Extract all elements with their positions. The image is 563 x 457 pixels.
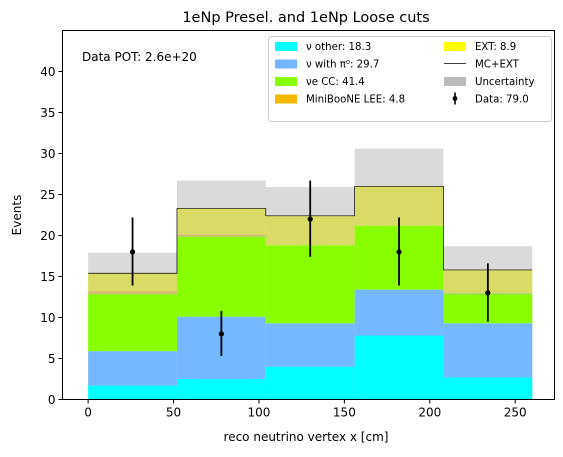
y-axis-label: Events — [10, 195, 24, 236]
stack-bar-2-1 — [176, 236, 266, 317]
x-axis-label: reco neutrino vertex x [cm] — [224, 430, 389, 444]
data-point-1 — [218, 331, 224, 337]
x-axis: 0 50 100 150 200 250 — [84, 399, 527, 420]
legend: ν other: 18.3 ν with π⁰: 29.7 νe CC: 41.4 M… — [268, 36, 552, 122]
stack-bar-1-3 — [354, 289, 444, 336]
stack-bar-2-0 — [88, 293, 177, 352]
stack-bar-0-2 — [265, 366, 355, 400]
pot-annotation: Data POT: 2.6e+20 — [82, 50, 197, 64]
axes-frame — [62, 30, 555, 400]
y-tick-label-6: 30 — [40, 147, 55, 161]
stack-bar-0-0 — [88, 385, 177, 400]
legend-swatch-left-0 — [275, 42, 297, 51]
legend-label-right-0: EXT: 8.9 — [475, 42, 516, 53]
legend-swatch-right-2 — [444, 77, 466, 86]
y-tick-label-3: 15 — [40, 270, 55, 284]
legend-label-right-2: Uncertainty — [475, 77, 535, 88]
stack-bar-2-2 — [265, 245, 355, 324]
y-axis: 0 5 10 15 20 25 30 35 40 — [40, 65, 63, 407]
stack-bar-1-4 — [443, 323, 533, 378]
chart-title: 1eNp Presel. and 1eNp Loose cuts — [182, 10, 429, 26]
stack-bar-0-1 — [176, 379, 266, 400]
legend-swatch-left-2 — [275, 77, 297, 86]
legend-label-left-1: ν with π⁰: 29.7 — [306, 60, 379, 71]
data-point-0 — [129, 249, 136, 255]
legend-swatch-right-0 — [444, 42, 466, 51]
data-point-2 — [307, 216, 313, 222]
plot-area — [88, 148, 533, 400]
stack-bar-1-0 — [88, 351, 177, 386]
stack-bar-0-3 — [354, 335, 444, 400]
x-tick-label-3: 150 — [333, 406, 356, 420]
legend-label-left-2: νe CC: 41.4 — [306, 77, 365, 88]
legend-label-right-1: MC+EXT — [475, 60, 520, 71]
y-tick-label-4: 20 — [40, 229, 55, 243]
x-tick-label-1: 50 — [166, 406, 181, 420]
x-tick-label-5: 250 — [504, 406, 527, 420]
legend-label-left-3: MiniBooNE LEE: 4.8 — [306, 95, 405, 106]
legend-label-right-3: Data: 79.0 — [475, 95, 529, 106]
data-point-3 — [396, 249, 402, 255]
y-tick-label-5: 25 — [40, 188, 55, 202]
legend-frame — [268, 36, 552, 122]
uncertainty-band-3 — [354, 148, 444, 226]
uncertainty-band-1 — [176, 180, 266, 238]
data-point-4 — [485, 290, 491, 296]
stack-bar-0-4 — [443, 377, 533, 400]
x-tick-label-0: 0 — [84, 406, 92, 420]
legend-swatch-left-1 — [275, 59, 297, 69]
legend-label-left-0: ν other: 18.3 — [306, 42, 371, 53]
x-tick-label-2: 100 — [248, 406, 271, 420]
y-tick-label-1: 5 — [48, 352, 56, 366]
stack-bar-1-2 — [265, 323, 355, 367]
y-tick-label-0: 0 — [48, 393, 56, 407]
legend-marker-right-3 — [452, 96, 458, 101]
y-tick-label-7: 35 — [40, 106, 55, 120]
y-tick-label-8: 40 — [40, 65, 55, 79]
x-tick-label-4: 200 — [418, 406, 441, 420]
legend-swatch-left-3 — [275, 94, 297, 104]
y-tick-label-2: 10 — [40, 311, 55, 325]
